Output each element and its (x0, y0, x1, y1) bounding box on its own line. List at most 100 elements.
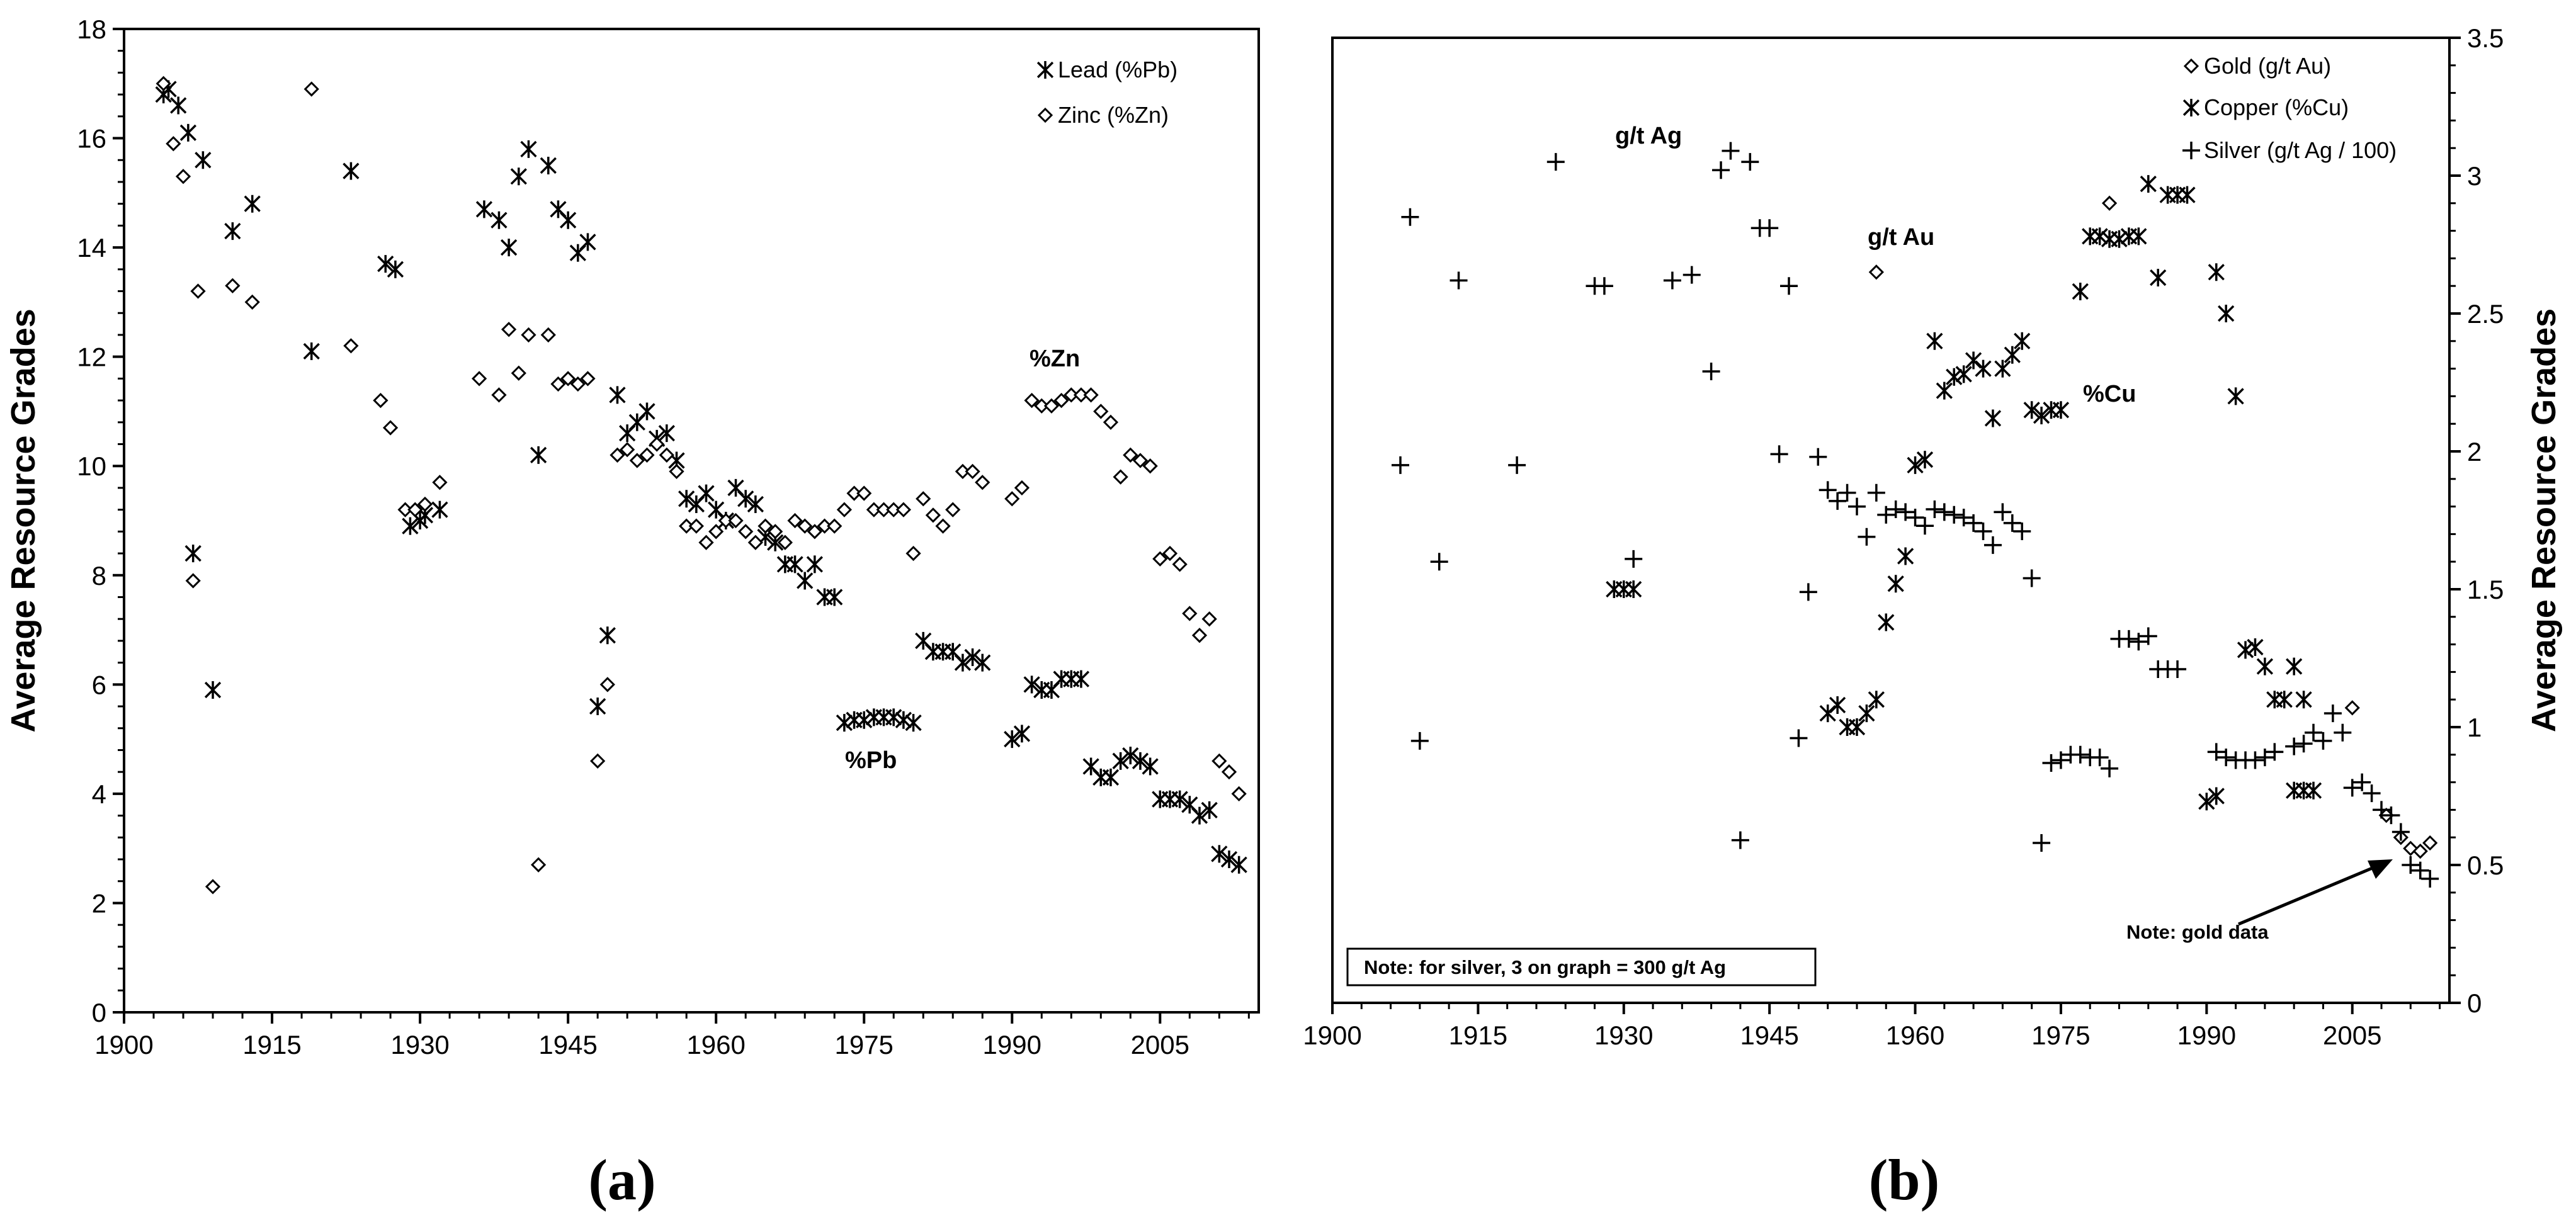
legend-marker (1037, 107, 1053, 123)
x-tick-label: 1900 (94, 1030, 153, 1060)
data-point (905, 545, 921, 562)
data-point (747, 495, 764, 513)
data-point (1731, 831, 1749, 849)
y-tick-label: 3.5 (2467, 23, 2504, 53)
data-point (610, 447, 625, 463)
data-point (1682, 266, 1701, 284)
chart-panel-b: 1900 1915 1930 1945 1960 1975 1990 2005 0 0.5 1 1.5… (1303, 23, 2563, 1212)
data-point (1230, 856, 1247, 874)
data-point (1916, 451, 1934, 469)
data-point (407, 502, 423, 517)
data-point (1615, 580, 1632, 598)
data-point (1868, 264, 1884, 280)
legend-label: Copper (%Cu) (2204, 94, 2349, 120)
data-point (1043, 398, 1060, 414)
data-point (2382, 806, 2400, 825)
legend-marker (2182, 142, 2200, 159)
arrow-head (2368, 859, 2393, 879)
data-point (2139, 627, 2157, 645)
data-point (620, 442, 635, 458)
data-point (2169, 660, 2187, 679)
data-point (1201, 801, 1218, 819)
data-point (1191, 806, 1208, 825)
data-point (2247, 638, 2264, 656)
data-point (1023, 675, 1040, 694)
data-point (1595, 277, 1613, 295)
data-point (2101, 230, 2118, 248)
data-point (964, 648, 981, 666)
data-point (432, 475, 448, 490)
data-point (768, 524, 783, 540)
data-point (2051, 751, 2070, 769)
annotation: g/t Au (1868, 224, 1934, 251)
data-point (531, 857, 547, 873)
series-lead (155, 80, 1247, 874)
data-point (1162, 545, 1178, 562)
data-point (2014, 332, 2031, 350)
data-point (397, 502, 413, 517)
data-point (1123, 447, 1138, 463)
data-point (1761, 219, 1779, 237)
data-point (797, 518, 813, 534)
x-tick-label: 2005 (2323, 1020, 2381, 1050)
data-point (2402, 856, 2420, 874)
y-tick-label: 3 (2467, 161, 2482, 191)
data-point (649, 436, 665, 452)
data-point (1809, 448, 1827, 466)
data-point (777, 534, 793, 550)
data-point (2246, 751, 2264, 769)
data-point (1712, 161, 1730, 179)
data-point (728, 512, 744, 529)
legend-marker (1036, 61, 1054, 79)
data-point (511, 365, 526, 381)
series-gold (1868, 195, 2438, 859)
data-point (579, 233, 596, 251)
data-point (589, 698, 606, 716)
y-tick-label: 2 (92, 888, 106, 918)
data-point (866, 502, 882, 517)
data-point (945, 502, 961, 517)
x-tick-label: 1930 (1594, 1020, 1653, 1050)
y-tick-label: 2 (2467, 437, 2482, 466)
annotation: g/t Ag (1615, 123, 1682, 149)
data-point (2412, 843, 2428, 859)
data-point (590, 753, 606, 769)
data-point (876, 502, 892, 517)
data-point (1868, 691, 1885, 709)
data-point (1073, 387, 1089, 403)
x-tick-label: 1930 (390, 1030, 449, 1060)
data-point (836, 502, 853, 517)
data-point (678, 490, 695, 508)
data-point (1741, 153, 1759, 171)
data-point (2004, 346, 2021, 364)
data-point (2314, 732, 2332, 750)
data-point (2344, 700, 2360, 716)
data-point (2363, 784, 2381, 803)
data-point (2071, 745, 2089, 764)
data-point (826, 588, 843, 606)
data-point (2295, 735, 2313, 753)
data-point (417, 496, 433, 512)
y-tick-label: 1.5 (2467, 575, 2504, 604)
data-point (2411, 861, 2429, 879)
data-point (797, 572, 814, 590)
data-point (2256, 657, 2274, 675)
data-point (1201, 611, 1217, 627)
data-point (2033, 834, 2051, 852)
y-tick-label: 12 (77, 342, 106, 372)
data-point (806, 555, 824, 574)
data-point (2305, 781, 2322, 800)
data-point (639, 447, 655, 463)
data-point (2295, 781, 2312, 800)
data-point (965, 463, 980, 480)
data-point (1152, 551, 1168, 567)
x-tick-label: 1900 (1303, 1020, 1361, 1050)
data-point (925, 507, 941, 523)
data-point (1770, 445, 1788, 463)
y-tick-label: 10 (77, 451, 106, 481)
data-point (387, 260, 404, 278)
data-point (175, 169, 191, 184)
data-point (580, 371, 596, 387)
y-axis-label: Average Resource Grades (4, 308, 42, 732)
